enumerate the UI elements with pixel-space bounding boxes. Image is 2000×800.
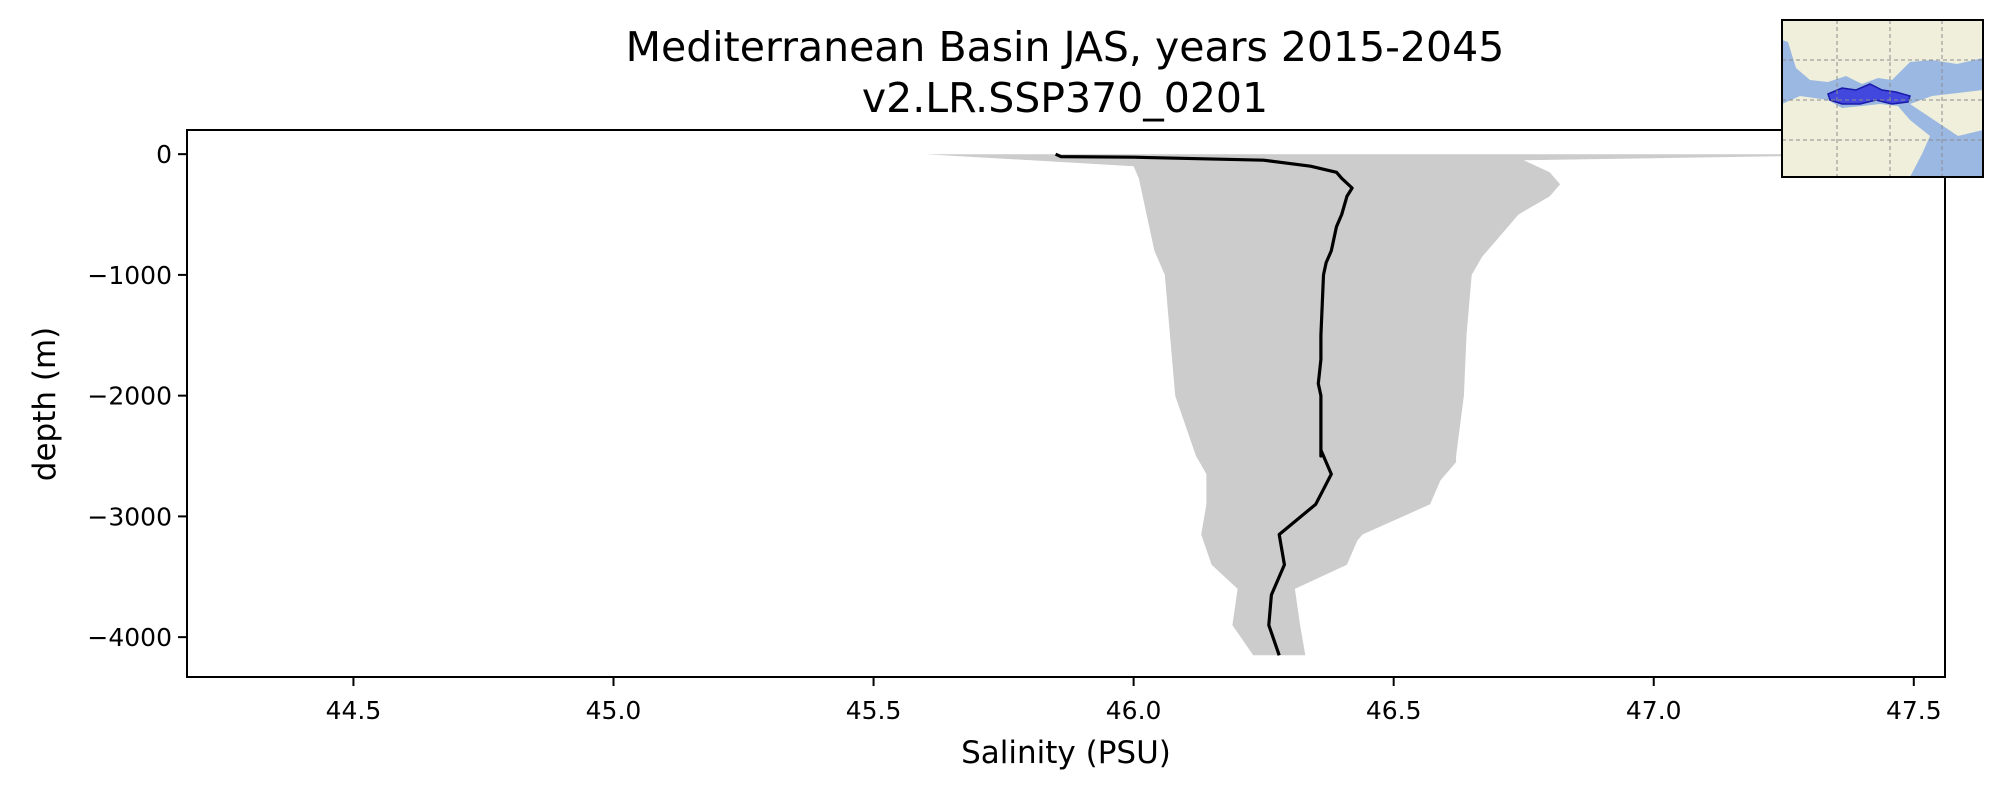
plot-area [275, 152, 1914, 656]
y-tick-label: 0 [156, 140, 172, 169]
axes-frame [186, 129, 1946, 678]
x-tick-label: 44.5 [326, 696, 382, 725]
x-axis-label: Salinity (PSU) [961, 735, 1171, 771]
y-tick-label: −4000 [87, 623, 172, 652]
map-land-africa [1782, 96, 1930, 177]
y-tick-label: −3000 [87, 502, 172, 531]
series-line-0 [1054, 152, 1354, 656]
chart-title: Mediterranean Basin JAS, years 2015-2045 [626, 23, 1505, 71]
y-tick-label: −2000 [87, 382, 172, 411]
x-tick-label: 45.0 [586, 696, 642, 725]
y-axis-label: depth (m) [27, 327, 63, 481]
x-tick-label: 47.5 [1886, 696, 1942, 725]
y-axis: 0 −1000 −2000 −3000 −4000 [87, 140, 187, 652]
x-tick-label: 45.5 [846, 696, 902, 725]
x-tick-label: 46.0 [1106, 696, 1162, 725]
x-axis: 44.5 45.0 45.5 46.0 46.5 47.0 47.5 [326, 677, 1942, 725]
inset-map-frame [1781, 19, 1984, 178]
x-tick-label: 46.5 [1366, 696, 1422, 725]
map-land-europe [1782, 20, 1983, 84]
map-gridlines [1782, 20, 1983, 177]
inset-map [1781, 19, 1984, 178]
range-band [275, 154, 1914, 656]
map-land-asia [1910, 90, 1983, 136]
x-tick-label: 47.0 [1626, 696, 1682, 725]
chart-subtitle: v2.LR.SSP370_0201 [862, 74, 1268, 122]
y-tick-label: −1000 [87, 261, 172, 290]
